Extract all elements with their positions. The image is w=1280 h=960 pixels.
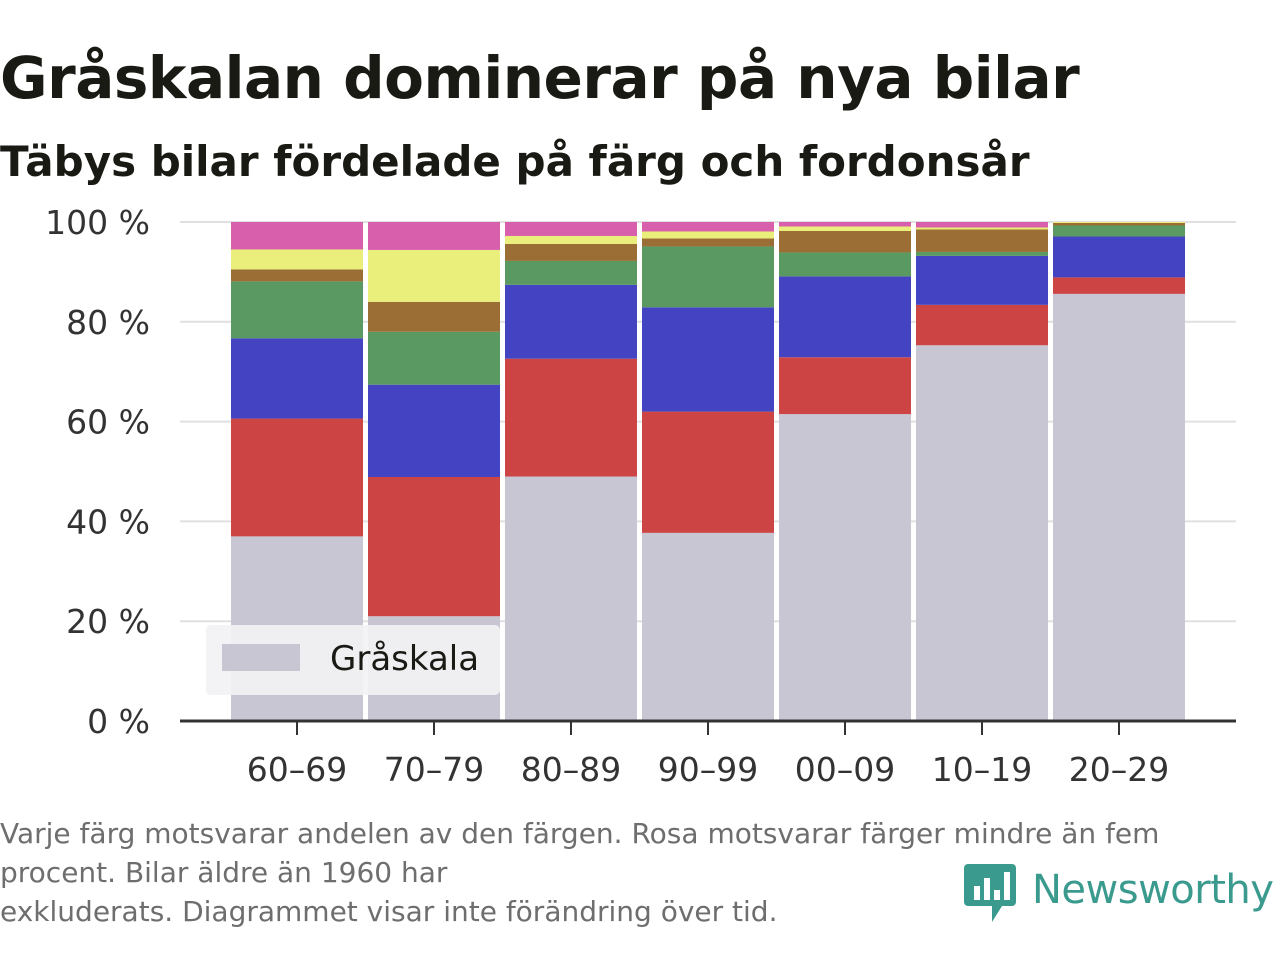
bar-segment xyxy=(916,222,1048,228)
bar-segment xyxy=(368,222,500,250)
bar-segment xyxy=(505,222,637,236)
bar-segment xyxy=(505,476,637,721)
bar-segment xyxy=(916,227,1048,230)
legend-swatch xyxy=(222,644,300,671)
bar-segment xyxy=(916,345,1048,721)
legend: Gråskala xyxy=(206,625,500,695)
bar-segment xyxy=(1053,236,1185,278)
footnote: Varje färg motsvarar andelen av den färg… xyxy=(0,814,1250,931)
bar-segment xyxy=(231,338,363,419)
y-tick-label: 100 % xyxy=(45,203,150,242)
footnote-line-1: Varje färg motsvarar andelen av den färg… xyxy=(0,817,1160,889)
bar-segment xyxy=(368,331,500,385)
x-tick-label: 00–09 xyxy=(795,750,895,789)
bar-segment xyxy=(779,226,911,231)
stacked-bar-chart: 0 % 20 % 40 % 60 % 80 % 100 % 60–69 70–79 80–89 9… xyxy=(45,203,1236,789)
x-tick-label: 80–89 xyxy=(521,750,621,789)
bar-segment xyxy=(368,384,500,477)
bar-segment xyxy=(505,284,637,359)
y-tick-label: 0 % xyxy=(87,702,150,741)
footnote-line-2: exkluderats. Diagrammet visar inte förän… xyxy=(0,895,778,928)
bar-segment xyxy=(779,222,911,227)
bar-segment xyxy=(1053,277,1185,294)
bar-segment xyxy=(642,222,774,232)
bar-segment xyxy=(779,252,911,277)
bar-segment xyxy=(916,229,1048,252)
bar-segment xyxy=(1053,293,1185,721)
bar-segment xyxy=(231,269,363,282)
bar-segment xyxy=(779,276,911,358)
bar-segment xyxy=(368,249,500,302)
bar-segment xyxy=(779,230,911,253)
bar-segment xyxy=(916,304,1048,346)
y-tick-label: 60 % xyxy=(66,403,150,442)
bar-segment xyxy=(642,411,774,533)
bar-segment xyxy=(642,231,774,239)
bar-segment xyxy=(642,307,774,412)
y-tick-label: 20 % xyxy=(66,602,150,641)
brand-name: Newsworthy xyxy=(1032,867,1274,913)
bar-segment xyxy=(505,235,637,244)
x-tick-label: 90–99 xyxy=(658,750,758,789)
bar-segment xyxy=(231,418,363,537)
bar-segment xyxy=(505,358,637,477)
bar-segment xyxy=(642,246,774,308)
bar-segment xyxy=(642,532,774,721)
bar-segment xyxy=(505,260,637,285)
bar-segment xyxy=(231,281,363,339)
x-tick-label: 10–19 xyxy=(932,750,1032,789)
bar-segment xyxy=(1053,222,1185,223)
y-tick-label: 40 % xyxy=(66,502,150,541)
bar-segment xyxy=(779,357,911,415)
x-tick-label: 60–69 xyxy=(247,750,347,789)
newsworthy-logo-icon xyxy=(964,864,1016,922)
x-tick-label: 70–79 xyxy=(384,750,484,789)
bar-segment xyxy=(642,238,774,247)
bar-segment xyxy=(1053,225,1185,237)
legend-box xyxy=(206,625,500,695)
legend-label: Gråskala xyxy=(330,639,479,679)
bar-segment xyxy=(779,414,911,721)
bar-segment xyxy=(368,476,500,617)
bar-segment xyxy=(916,255,1048,305)
bar-segment xyxy=(231,222,363,250)
x-tick-label: 20–29 xyxy=(1069,750,1169,789)
bar-segment xyxy=(505,243,637,261)
chart-title: Gråskalan dominerar på nya bilar xyxy=(0,44,1080,112)
chart-subtitle: Täbys bilar fördelade på färg och fordon… xyxy=(0,137,1030,186)
bar-segment xyxy=(231,249,363,270)
bar-segment xyxy=(916,251,1048,256)
bar-segment xyxy=(1053,222,1185,226)
y-tick-label: 80 % xyxy=(66,303,150,342)
bar-segment xyxy=(368,301,500,332)
axes: 0 % 20 % 40 % 60 % 80 % 100 % 60–69 70–79 80–89 9… xyxy=(45,203,1236,789)
